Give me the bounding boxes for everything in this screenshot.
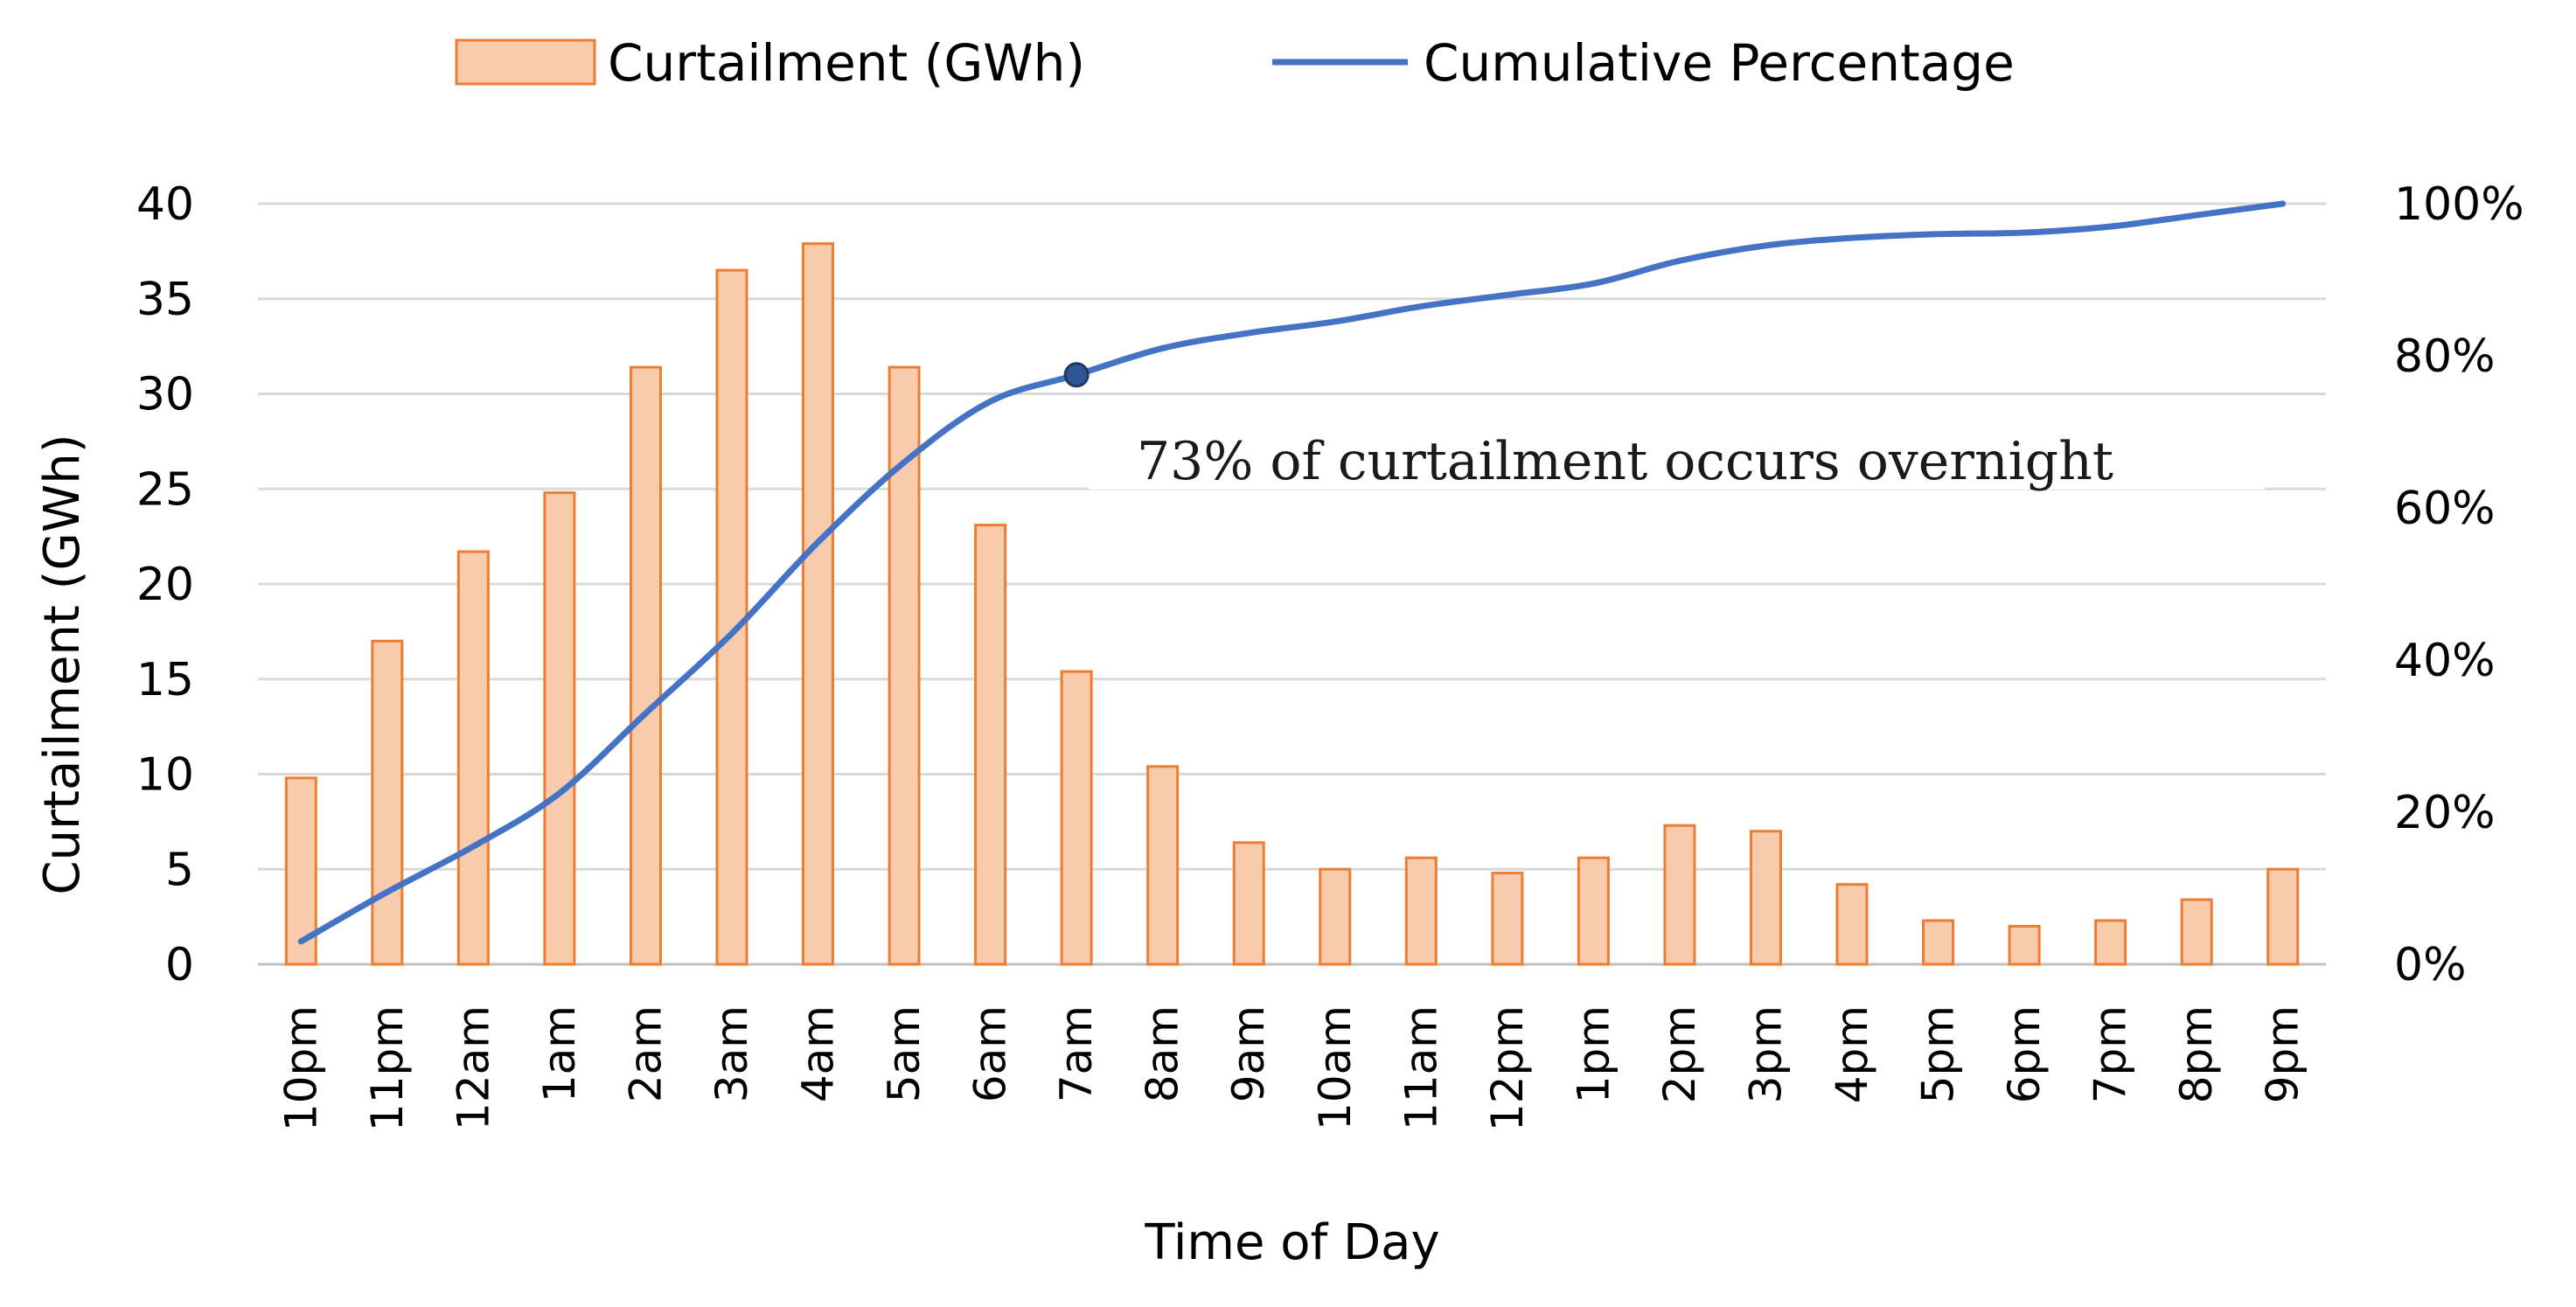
x-tick-label: 3am	[707, 1005, 757, 1102]
y-tick-label: 40	[136, 178, 194, 231]
y2-tick-label: 0%	[2394, 939, 2467, 991]
bar	[802, 242, 835, 966]
x-tick-label: 2am	[620, 1005, 671, 1102]
x-tick-label: 1pm	[1568, 1005, 1619, 1103]
x-tick-label: 4am	[793, 1005, 844, 1102]
bar	[2008, 925, 2041, 966]
x-tick-label: 10pm	[275, 1005, 326, 1131]
x-tick-label: 6pm	[1999, 1005, 2050, 1103]
bar	[1577, 856, 1610, 966]
legend-label-cumulative: Cumulative Percentage	[1424, 33, 2015, 93]
x-tick-label: 9pm	[2258, 1005, 2308, 1103]
bar	[456, 550, 490, 966]
y-tick-label: 35	[136, 274, 194, 326]
cumulative-line	[297, 200, 2287, 945]
y-tick-label: 30	[136, 369, 194, 421]
y-tick-label: 10	[136, 749, 194, 802]
bar	[1060, 670, 1093, 966]
y-tick-label: 0	[165, 939, 194, 991]
x-tick-label: 11am	[1396, 1005, 1446, 1130]
bar-series	[284, 242, 2300, 966]
bar	[543, 491, 576, 966]
x-tick-label: 7am	[1051, 1005, 1102, 1102]
y-tick-label: 15	[136, 654, 194, 706]
bar	[1404, 856, 1438, 966]
bar	[1146, 765, 1180, 966]
x-tick-label: 4pm	[1827, 1005, 1877, 1103]
y-axis-title: Curtailment (GWh)	[34, 434, 91, 894]
bar	[715, 268, 748, 966]
x-axis-ticks: 10pm 11pm 12am 1am 2am 3am 4am 5am 6am 7am 8am 9am 1…	[275, 1005, 2308, 1131]
legend: Curtailment (GWh) Cumulative Percentage	[455, 33, 2015, 93]
legend-label-curtailment: Curtailment (GWh)	[608, 33, 1085, 93]
x-tick-label: 2pm	[1654, 1005, 1705, 1103]
bar	[1749, 830, 1782, 966]
bar	[1491, 872, 1524, 966]
annotation-background	[1089, 418, 2265, 490]
x-axis-title: Time of Day	[1144, 1214, 1439, 1271]
bar	[2094, 919, 2127, 966]
x-tick-label: 9am	[1223, 1005, 1274, 1102]
x-tick-label: 3pm	[1740, 1005, 1791, 1103]
bar	[1232, 841, 1265, 966]
bar	[1319, 867, 1352, 966]
annotation-marker	[1063, 362, 1090, 388]
line-series	[297, 200, 2287, 945]
bar	[1663, 824, 1696, 966]
x-tick-label: 10am	[1310, 1005, 1361, 1130]
bar	[1922, 919, 1955, 966]
y-axis-ticks: 0 5 10 15 20 25 30 35 40	[136, 178, 194, 991]
x-tick-label: 12pm	[1482, 1005, 1533, 1131]
bar	[2266, 867, 2300, 966]
y-tick-label: 5	[165, 844, 194, 896]
y2-tick-label: 80%	[2394, 330, 2496, 383]
x-tick-label: 6am	[965, 1005, 1016, 1102]
y-tick-label: 25	[136, 463, 194, 516]
x-tick-label: 11pm	[362, 1005, 413, 1131]
bar	[629, 365, 662, 966]
y2-tick-label: 60%	[2394, 483, 2496, 535]
x-tick-label: 5am	[879, 1005, 929, 1102]
y-tick-label: 20	[136, 559, 194, 611]
y2-axis-ticks: 0% 20% 40% 60% 80% 100%	[2394, 178, 2524, 991]
x-tick-label: 7pm	[2085, 1005, 2136, 1103]
y2-tick-label: 20%	[2394, 787, 2496, 839]
x-tick-label: 8am	[1138, 1005, 1188, 1102]
bar	[371, 639, 404, 966]
x-tick-label: 12am	[448, 1005, 498, 1130]
legend-bar-swatch	[455, 38, 596, 86]
x-tick-label: 8pm	[2171, 1005, 2222, 1103]
x-tick-label: 5pm	[1913, 1005, 1964, 1103]
bar	[1835, 883, 1869, 966]
x-tick-label: 1am	[534, 1005, 585, 1102]
bar	[974, 524, 1007, 966]
annotation-text: 73% of curtailment occurs overnight	[1137, 431, 2113, 492]
y2-tick-label: 40%	[2394, 635, 2496, 687]
y2-tick-label: 100%	[2394, 178, 2524, 231]
bar	[2180, 898, 2213, 966]
